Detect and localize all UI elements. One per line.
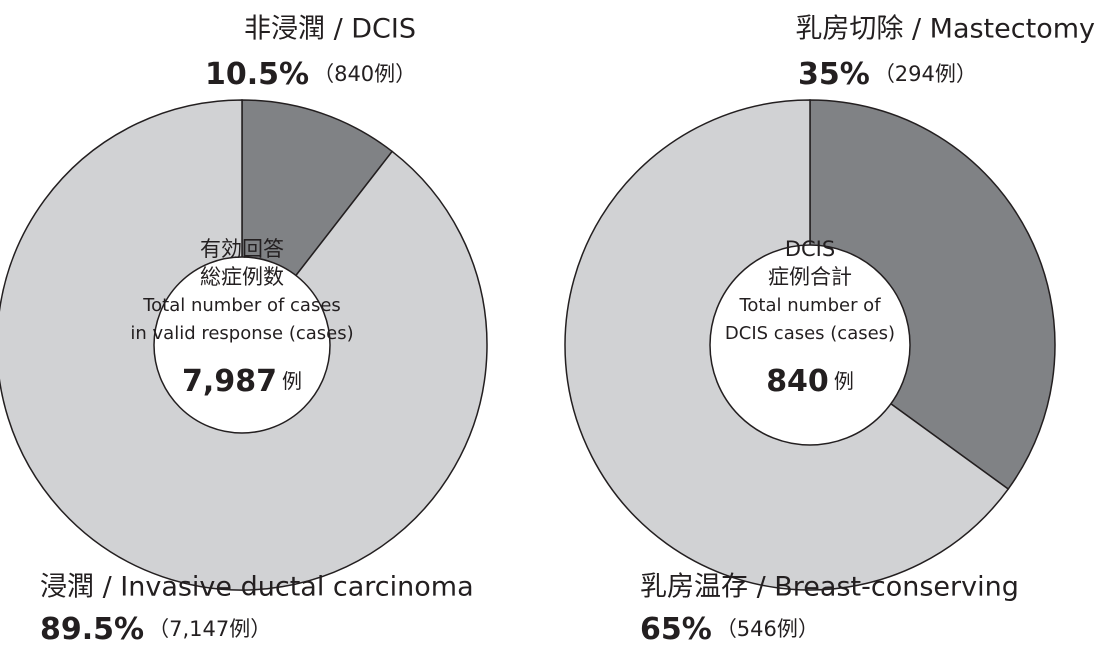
center-total: 840 例 <box>766 364 854 399</box>
percent-label: 10.5% <box>205 57 309 92</box>
center-line: 総症例数 <box>200 265 284 289</box>
center-line: in valid response (cases) <box>130 323 353 344</box>
total-value: 7,987 <box>182 364 277 399</box>
center-line: Total number of <box>738 295 881 316</box>
slice-label: 乳房温存 / Breast-conserving <box>640 572 1019 603</box>
total-unit: 例 <box>282 369 302 393</box>
count-label: （546例） <box>716 617 819 641</box>
count-label: （294例） <box>874 62 977 86</box>
total-unit: 例 <box>834 369 854 393</box>
slice <box>809 99 1056 491</box>
center-hole <box>153 256 331 434</box>
total-value: 840 <box>766 364 829 399</box>
percent-label: 35% <box>798 57 870 92</box>
percent-label: 65% <box>640 612 712 645</box>
center-line: DCIS <box>785 237 835 261</box>
center-total: 7,987 例 <box>182 364 302 399</box>
center-line: DCIS cases (cases) <box>725 323 895 344</box>
slice-value: 65% （546例） <box>640 612 819 645</box>
slice-label: 乳房切除 / Mastectomy <box>795 14 1095 45</box>
slice-label: 浸潤 / Invasive ductal carcinoma <box>40 572 474 603</box>
center-hole <box>709 244 911 446</box>
center-line: 有効回答 <box>200 237 284 261</box>
count-label: （840例） <box>313 62 416 86</box>
center-line: 症例合計 <box>768 265 852 289</box>
slice-value: 10.5% （840例） <box>205 57 416 92</box>
slice-label: 非浸潤 / DCIS <box>244 14 416 45</box>
count-label: （7,147例） <box>148 617 271 641</box>
percent-label: 89.5% <box>40 612 144 645</box>
center-line: Total number of cases <box>142 295 341 316</box>
slice-value: 89.5% （7,147例） <box>40 612 271 645</box>
slice-value: 35% （294例） <box>798 57 977 92</box>
